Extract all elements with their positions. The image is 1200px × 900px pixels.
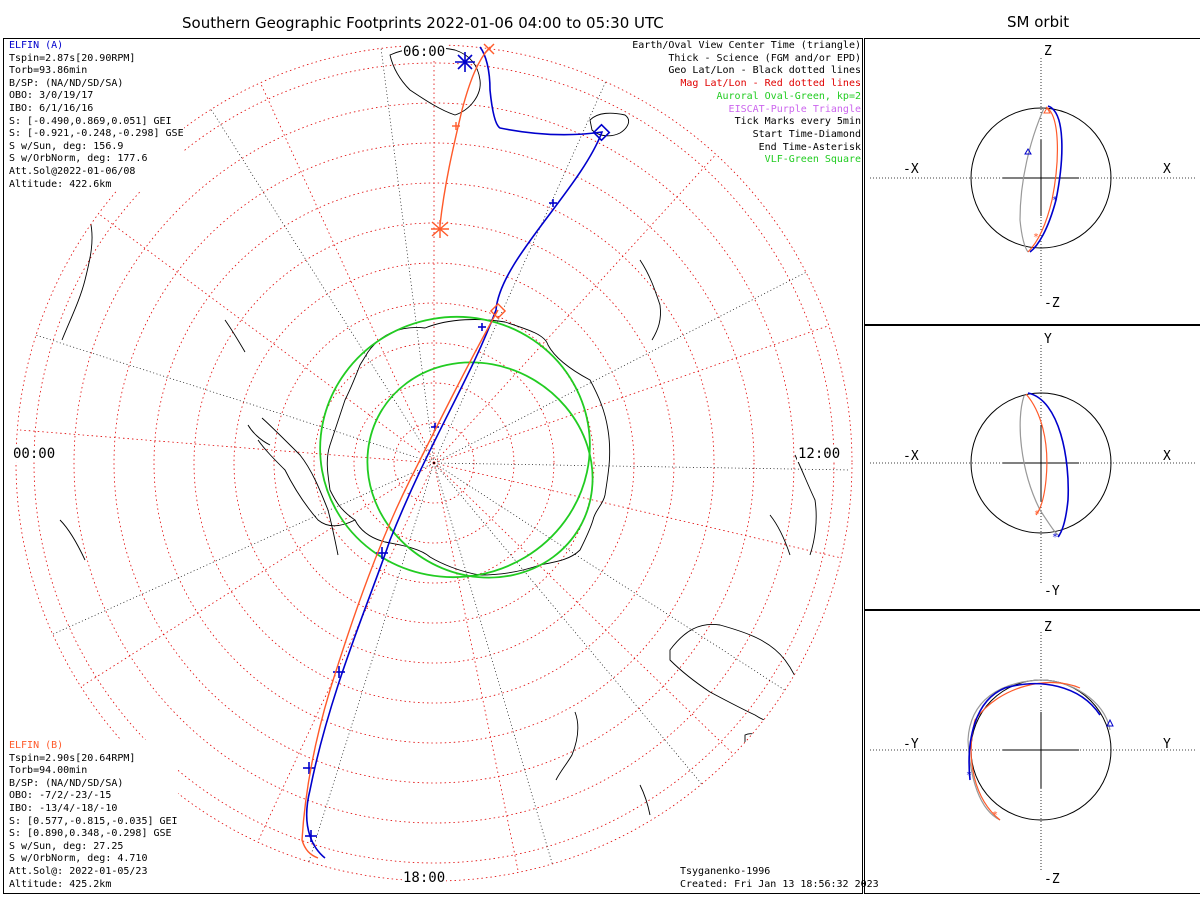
map-legend: Earth/Oval View Center Time (triangle) T… bbox=[632, 40, 861, 167]
elfin-a-info: ELFIN (A) Tspin=2.87s[20.90RPM] Torb=93.… bbox=[9, 40, 184, 192]
svg-text:*: * bbox=[966, 770, 972, 781]
elfin-b-line: OBO: -7/2/-23/-15 bbox=[9, 790, 112, 802]
geo-grid bbox=[19, 45, 851, 881]
elfin-a-track bbox=[305, 46, 604, 859]
orbit-panel-2: * * bbox=[870, 345, 1195, 585]
elfin-a-line: Tspin=2.87s[20.90RPM] bbox=[9, 52, 136, 64]
elfin-b-title: ELFIN (B) bbox=[9, 740, 64, 751]
legend-entry: Geo Lat/Lon - Black dotted lines bbox=[668, 65, 861, 77]
svg-text:*: * bbox=[1052, 532, 1058, 543]
elfin-b-line: Torb=94.00min bbox=[9, 765, 88, 777]
elfin-a-line: Altitude: 422.6km bbox=[9, 178, 112, 190]
elfin-b-line: Tspin=2.90s[20.64RPM] bbox=[9, 752, 136, 764]
elfin-b-line: B/SP: (NA/ND/SD/SA) bbox=[9, 777, 124, 789]
svg-text:*: * bbox=[1033, 232, 1039, 243]
elfin-b-line: S: [0.890,0.348,-0.298] GSE bbox=[9, 828, 172, 840]
legend-entry: Start Time-Diamond bbox=[752, 128, 861, 140]
hour-label-left: 00:00 bbox=[12, 446, 57, 462]
elfin-a-line: S: [-0.490,0.869,0.051] GEI bbox=[9, 115, 172, 127]
legend-entry: Earth/Oval View Center Time (triangle) bbox=[632, 40, 861, 51]
map-title: Southern Geographic Footprints 2022-01-0… bbox=[182, 14, 664, 32]
panel1-left-label: -X bbox=[903, 162, 919, 177]
panel3-bottom-label: -Z bbox=[1044, 872, 1060, 887]
panel1-bottom-label: -Z bbox=[1044, 296, 1060, 311]
elfin-a-title: ELFIN (A) bbox=[9, 40, 64, 51]
orbit-panel-yz bbox=[864, 609, 1200, 894]
panel3-top-label: Z bbox=[1044, 620, 1052, 635]
legend-entry: Auroral Oval-Green, kp=2 bbox=[716, 90, 862, 102]
panel2-right-label: X bbox=[1163, 449, 1171, 464]
model-label: Tsyganenko-1996 bbox=[680, 866, 771, 877]
orbit-title: SM orbit bbox=[1007, 13, 1070, 31]
legend-entry: EISCAT-Purple Triangle bbox=[728, 103, 861, 115]
panel3-right-label: Y bbox=[1163, 737, 1171, 752]
elfin-b-line: Altitude: 425.2km bbox=[9, 878, 112, 890]
orbit-panel-3: * * bbox=[870, 632, 1195, 872]
hour-label-right: 12:00 bbox=[797, 446, 842, 462]
elfin-b-line: Att.Sol@: 2022-01-05/23 bbox=[9, 865, 148, 877]
svg-text:*: * bbox=[1034, 509, 1040, 520]
elfin-a-line: B/SP: (NA/ND/SD/SA) bbox=[9, 77, 124, 89]
panel2-top-label: Y bbox=[1044, 332, 1052, 347]
orbit-panel-xz bbox=[864, 38, 1200, 326]
legend-entry: Tick Marks every 5min bbox=[734, 116, 861, 128]
svg-text:*: * bbox=[1052, 195, 1058, 206]
elfin-b-info: ELFIN (B) Tspin=2.90s[20.64RPM] Torb=94.… bbox=[9, 740, 178, 892]
legend-entry: VLF-Green Square bbox=[764, 154, 861, 166]
legend-entry: Thick - Science (FGM and/or EPD) bbox=[668, 52, 861, 64]
auroral-oval bbox=[319, 315, 594, 579]
svg-text:*: * bbox=[992, 810, 998, 821]
panel1-top-label: Z bbox=[1044, 44, 1052, 59]
elfin-b-line: IBO: -13/4/-18/-10 bbox=[9, 802, 118, 814]
elfin-b-markers bbox=[431, 43, 507, 320]
legend-entry: End Time-Asterisk bbox=[758, 141, 861, 153]
elfin-b-line: S: [0.577,-0.815,-0.035] GEI bbox=[9, 815, 178, 827]
elfin-a-line: S w/OrbNorm, deg: 177.6 bbox=[9, 153, 148, 165]
elfin-b-line: S w/OrbNorm, deg: 4.710 bbox=[9, 853, 148, 865]
orbit-panel-1: * * bbox=[870, 58, 1195, 298]
elfin-b-track bbox=[301, 46, 499, 859]
elfin-a-line: IBO: 6/1/16/16 bbox=[9, 102, 94, 114]
elfin-b-line: S w/Sun, deg: 27.25 bbox=[9, 840, 124, 852]
panel2-left-label: -X bbox=[903, 449, 919, 464]
legend-entry: Mag Lat/Lon - Red dotted lines bbox=[680, 78, 861, 90]
elfin-a-line: S w/Sun, deg: 156.9 bbox=[9, 140, 124, 152]
hour-label-top: 06:00 bbox=[402, 44, 447, 60]
panel1-right-label: X bbox=[1163, 162, 1171, 177]
created-label: Created: Fri Jan 13 18:56:32 2023 bbox=[680, 879, 879, 890]
orbit-panel-xy bbox=[864, 324, 1200, 611]
elfin-a-markers bbox=[303, 52, 611, 842]
elfin-a-line: Att.Sol@2022-01-06/08 bbox=[9, 165, 136, 177]
elfin-a-line: S: [-0.921,-0.248,-0.298] GSE bbox=[9, 128, 184, 140]
map-panel bbox=[3, 38, 863, 894]
panel3-left-label: -Y bbox=[903, 737, 919, 752]
hour-label-bottom: 18:00 bbox=[402, 870, 447, 886]
elfin-a-line: OBO: 3/0/19/17 bbox=[9, 90, 94, 102]
elfin-a-line: Torb=93.86min bbox=[9, 65, 88, 77]
panel2-bottom-label: -Y bbox=[1044, 584, 1060, 599]
